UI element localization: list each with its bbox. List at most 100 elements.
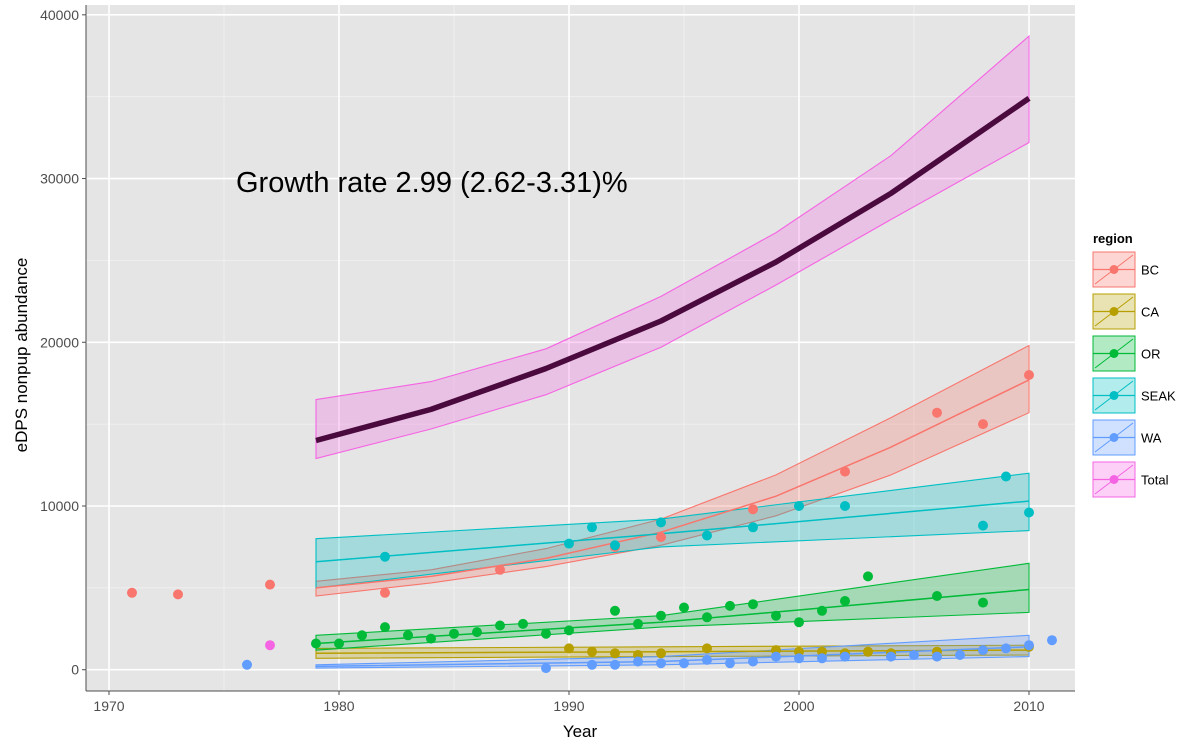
point-wa bbox=[587, 659, 597, 670]
point-wa bbox=[817, 653, 827, 664]
legend-item-total: Total bbox=[1092, 461, 1169, 498]
axes: 1970 1980 1990 2000 2010 0 10000 20000 30000 4000… bbox=[40, 5, 1075, 714]
point-wa bbox=[794, 653, 804, 664]
legend-label-total: Total bbox=[1141, 473, 1169, 488]
point-or bbox=[679, 602, 689, 613]
point-seak bbox=[748, 522, 758, 533]
point-or bbox=[978, 597, 988, 608]
point-wa bbox=[932, 651, 942, 662]
point-bc bbox=[265, 579, 275, 590]
y-tick-label: 20000 bbox=[40, 334, 79, 350]
point-or bbox=[564, 625, 574, 636]
point-wa bbox=[1047, 635, 1057, 646]
point-or bbox=[840, 596, 850, 606]
point-wa bbox=[656, 658, 666, 669]
x-axis-title: Year bbox=[563, 722, 598, 741]
legend-item-seak: SEAK bbox=[1092, 377, 1176, 414]
point-bc bbox=[748, 504, 758, 515]
point-seak bbox=[840, 501, 850, 511]
point-wa bbox=[725, 658, 735, 669]
legend-label-wa: WA bbox=[1141, 431, 1162, 446]
point-or bbox=[426, 633, 436, 644]
point-or bbox=[403, 630, 413, 641]
point-bc bbox=[173, 589, 183, 600]
point-wa bbox=[978, 645, 988, 656]
point-or bbox=[380, 622, 390, 633]
plot-panel bbox=[86, 5, 1075, 691]
point-wa bbox=[679, 658, 689, 669]
total-trend-line bbox=[315, 96, 1031, 444]
legend-item-or: OR bbox=[1092, 335, 1161, 372]
point-seak bbox=[564, 538, 574, 549]
legend-label-bc: BC bbox=[1141, 263, 1159, 278]
point-wa bbox=[840, 651, 850, 662]
legend-item-ca: CA bbox=[1092, 293, 1159, 330]
data-points bbox=[127, 370, 1057, 674]
point-or bbox=[748, 599, 758, 610]
point-ca bbox=[610, 648, 620, 659]
point-ca bbox=[656, 648, 666, 659]
point-bc bbox=[495, 564, 505, 575]
point-or bbox=[633, 618, 643, 629]
point-or bbox=[932, 591, 942, 601]
point-or bbox=[495, 620, 505, 631]
x-tick-label: 2000 bbox=[783, 698, 814, 714]
y-axis-title: eDPS nonpup abundance bbox=[12, 258, 31, 453]
x-tick-label: 1970 bbox=[93, 698, 124, 714]
point-seak bbox=[380, 551, 390, 562]
grid bbox=[86, 5, 1075, 691]
point-bc bbox=[978, 419, 988, 430]
point-or bbox=[357, 630, 367, 641]
legend-title: region bbox=[1093, 231, 1133, 246]
point-wa bbox=[541, 663, 551, 674]
point-or bbox=[863, 571, 873, 582]
point-bc bbox=[840, 466, 850, 477]
point-wa bbox=[633, 656, 643, 667]
point-wa bbox=[1001, 643, 1011, 654]
band-bc bbox=[315, 344, 1030, 597]
point-or bbox=[334, 638, 344, 649]
legend-item-wa: WA bbox=[1092, 419, 1162, 456]
point-or bbox=[702, 612, 712, 623]
point-or bbox=[541, 628, 551, 639]
legend-key-point bbox=[1109, 349, 1119, 358]
point-seak bbox=[978, 520, 988, 531]
legend: region BC CA OR SEAK WA Total bbox=[1092, 231, 1176, 498]
point-bc bbox=[932, 407, 942, 418]
y-tick-label: 10000 bbox=[40, 498, 79, 514]
point-bc bbox=[380, 587, 390, 598]
point-or bbox=[449, 628, 459, 639]
point-seak bbox=[656, 517, 666, 528]
legend-key-point bbox=[1109, 265, 1119, 274]
point-or bbox=[610, 605, 620, 616]
point-seak bbox=[610, 540, 620, 551]
legend-key-point bbox=[1109, 433, 1119, 442]
panel-background bbox=[86, 5, 1075, 691]
point-ca bbox=[863, 646, 873, 657]
point-wa bbox=[886, 651, 896, 662]
legend-label-seak: SEAK bbox=[1141, 389, 1176, 404]
point-ca bbox=[564, 643, 574, 654]
point-or bbox=[771, 610, 781, 621]
point-or bbox=[656, 610, 666, 621]
band-total bbox=[315, 34, 1030, 460]
point-seak bbox=[794, 501, 804, 511]
point-total bbox=[265, 640, 275, 651]
point-wa bbox=[771, 651, 781, 662]
point-seak bbox=[587, 522, 597, 533]
point-seak bbox=[702, 530, 712, 541]
point-wa bbox=[909, 650, 919, 660]
x-tick-label: 1980 bbox=[323, 698, 354, 714]
point-wa bbox=[955, 650, 965, 660]
confidence-bands bbox=[315, 34, 1030, 669]
point-or bbox=[794, 617, 804, 628]
point-or bbox=[817, 605, 827, 616]
point-bc bbox=[1024, 370, 1034, 380]
legend-label-ca: CA bbox=[1141, 305, 1159, 320]
point-seak bbox=[1001, 471, 1011, 482]
point-wa bbox=[748, 656, 758, 667]
point-wa bbox=[242, 659, 252, 670]
legend-item-bc: BC bbox=[1092, 251, 1159, 288]
legend-label-or: OR bbox=[1141, 347, 1161, 362]
point-seak bbox=[1024, 507, 1034, 518]
